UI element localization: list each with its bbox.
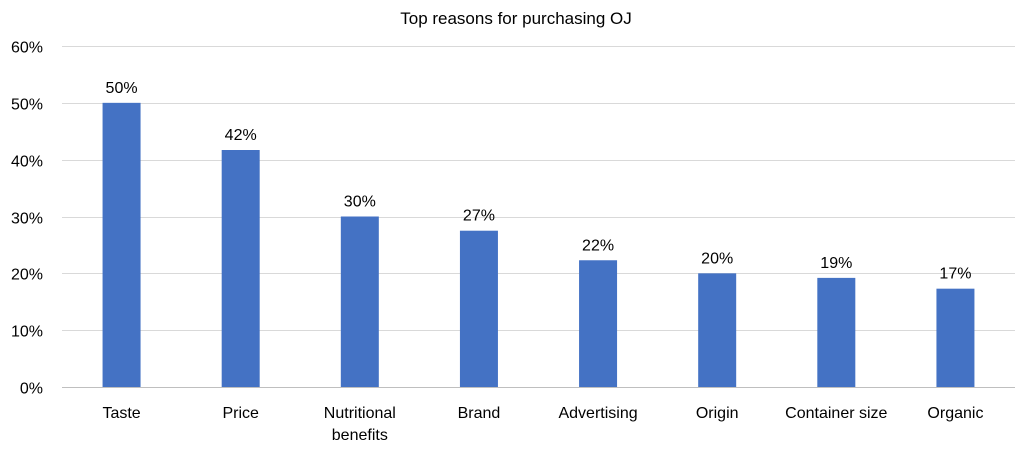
x-tick-label: Nutritional (324, 405, 396, 422)
y-tick-label: 20% (11, 267, 43, 284)
bar (340, 216, 379, 387)
data-label: 30% (344, 194, 376, 211)
data-label: 42% (225, 127, 257, 144)
x-tick-label: Brand (458, 405, 501, 422)
x-tick-label: Organic (927, 405, 983, 422)
bars (102, 102, 975, 387)
data-labels: 50% 42% 30% 27% 22% 20% 19% 17% (106, 80, 972, 283)
x-tick-label: Advertising (558, 405, 637, 422)
y-tick-label: 10% (11, 324, 43, 341)
data-label: 19% (820, 255, 852, 272)
y-axis-ticks: 0% 10% 20% 30% 40% 50% 60% (11, 40, 43, 398)
y-tick-label: 60% (11, 40, 43, 57)
y-tick-label: 30% (11, 211, 43, 228)
x-tick-label: Origin (696, 405, 739, 422)
data-label: 50% (106, 80, 138, 97)
x-tick-label: Price (222, 405, 259, 422)
y-tick-label: 50% (11, 97, 43, 114)
bar (579, 260, 618, 387)
bar (102, 102, 141, 387)
y-tick-label: 40% (11, 154, 43, 171)
x-tick-label: benefits (332, 427, 388, 444)
bar (817, 277, 856, 387)
gridlines (62, 46, 1015, 388)
bar (698, 273, 737, 387)
chart-title: Top reasons for purchasing OJ (400, 9, 632, 28)
x-axis-categories: Taste Price Nutritional benefits Brand Advert… (102, 405, 983, 444)
bar (221, 150, 260, 387)
data-label: 22% (582, 237, 614, 254)
data-label: 17% (939, 266, 971, 283)
x-tick-label: Taste (102, 405, 140, 422)
data-label: 27% (463, 208, 495, 225)
y-tick-label: 0% (20, 381, 43, 398)
data-label: 20% (701, 250, 733, 267)
bar (459, 230, 498, 387)
x-tick-label: Container size (785, 405, 887, 422)
bar (936, 288, 975, 387)
